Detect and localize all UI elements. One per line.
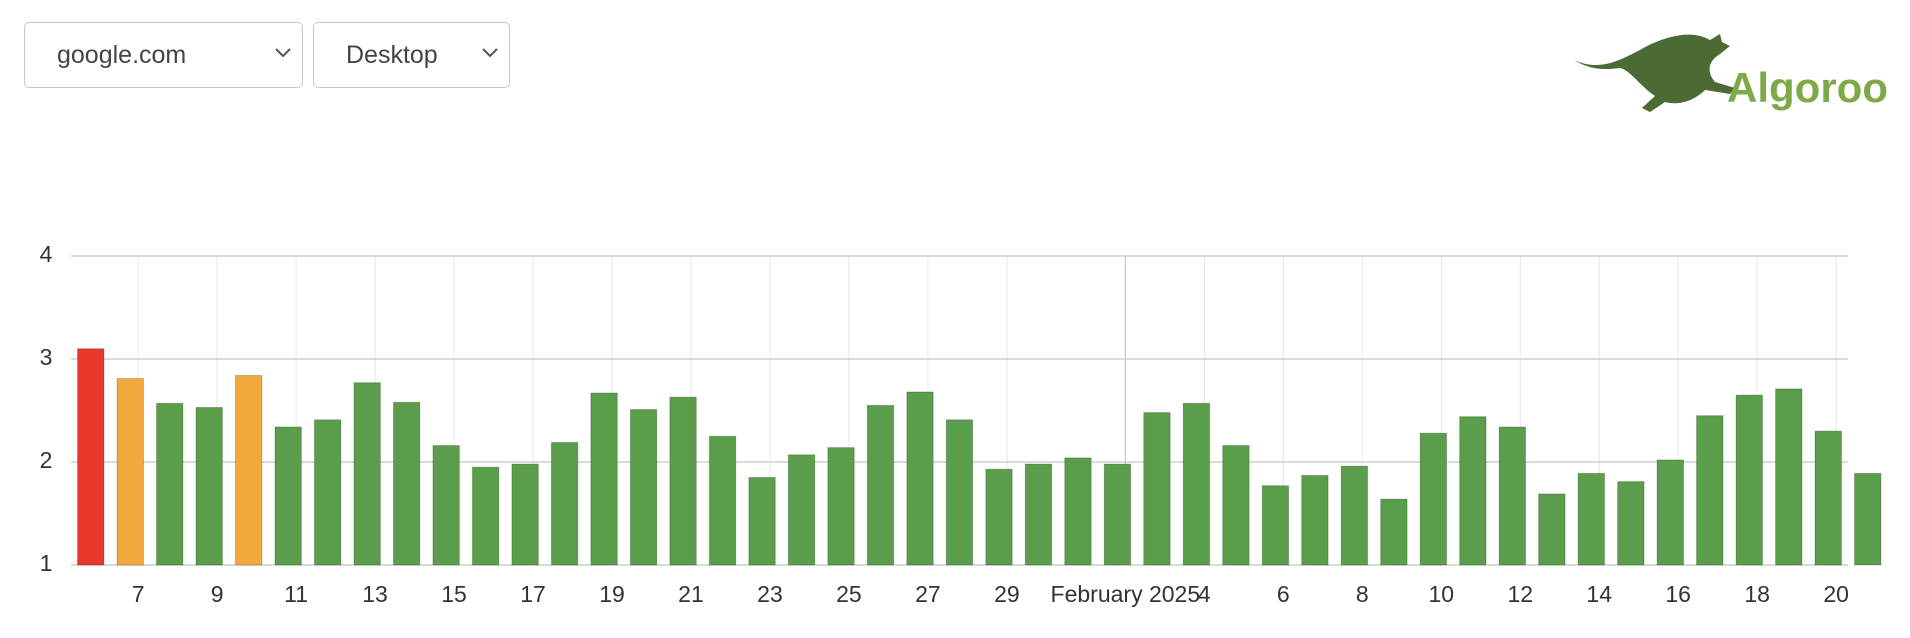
bar	[353, 382, 381, 566]
bar	[708, 435, 737, 566]
site-label: google.com	[57, 41, 187, 69]
y-tick-label: 3	[40, 344, 53, 370]
bar	[1064, 457, 1092, 566]
bar	[985, 468, 1013, 566]
x-tick-label: 17	[520, 581, 546, 607]
x-tick-label: 27	[915, 581, 941, 607]
bar	[1656, 459, 1685, 566]
bar	[1301, 474, 1329, 566]
x-tick-label: 29	[994, 581, 1020, 607]
y-tick-label: 2	[40, 447, 53, 473]
bar	[77, 348, 105, 566]
bar	[313, 419, 342, 566]
bar	[866, 404, 895, 566]
bar	[1538, 493, 1566, 566]
x-tick-label: 9	[211, 581, 224, 607]
bar	[1617, 481, 1645, 566]
logo[interactable]: Algoroo	[1570, 20, 1895, 130]
bar	[234, 374, 263, 566]
bar	[1498, 426, 1527, 566]
x-tick-label: 10	[1428, 581, 1454, 607]
bar	[906, 391, 934, 566]
bar	[827, 447, 855, 566]
bar	[1735, 394, 1764, 566]
bar	[1775, 388, 1803, 566]
x-tick-label: 20	[1823, 581, 1849, 607]
bar	[1103, 463, 1132, 566]
x-tick-label: 23	[757, 581, 783, 607]
bar	[471, 466, 500, 566]
bar	[1814, 430, 1842, 566]
bar	[748, 476, 776, 566]
bar	[195, 406, 223, 566]
bar	[1419, 432, 1448, 566]
x-tick-label: February 2025	[1051, 581, 1201, 607]
x-tick-label: 4	[1198, 581, 1211, 607]
site-select[interactable]: google.com	[24, 22, 303, 88]
bar	[1459, 416, 1487, 566]
bar	[1380, 498, 1408, 566]
bar	[629, 408, 658, 566]
x-tick-label: 11	[284, 581, 308, 607]
bar	[1340, 465, 1369, 566]
bar	[590, 392, 618, 566]
bar	[274, 426, 302, 566]
bar	[155, 402, 184, 566]
y-tick-label: 4	[40, 241, 53, 267]
x-tick-label: 18	[1744, 581, 1770, 607]
x-tick-label: 21	[678, 581, 704, 607]
x-tick-label: 19	[599, 581, 625, 607]
bar	[392, 401, 421, 566]
bar	[787, 454, 816, 566]
x-tick-label: 25	[836, 581, 862, 607]
y-tick-label: 1	[40, 550, 53, 576]
bar	[116, 378, 144, 566]
bar	[1854, 472, 1882, 566]
device-select[interactable]: Desktop	[313, 22, 510, 88]
x-tick-label: 13	[362, 581, 388, 607]
x-tick-label: 6	[1277, 581, 1290, 607]
chevron	[482, 48, 498, 58]
bar	[550, 441, 579, 566]
bar	[1222, 445, 1250, 566]
bar	[511, 463, 539, 566]
chevron	[275, 48, 291, 58]
bar	[432, 445, 460, 566]
x-tick-label: 7	[132, 581, 145, 607]
bar	[1182, 402, 1211, 566]
bar	[1261, 485, 1290, 566]
kangaroo	[1574, 34, 1735, 112]
x-tick-label: 15	[441, 581, 467, 607]
bar	[669, 396, 697, 566]
x-tick-label: 14	[1586, 581, 1612, 607]
bar	[1143, 412, 1171, 566]
bar	[1024, 463, 1053, 566]
bar	[1696, 415, 1724, 566]
x-tick-label: 16	[1665, 581, 1691, 607]
bar	[1577, 472, 1606, 566]
x-tick-label: 12	[1507, 581, 1533, 607]
logo-text: Algoroo	[1727, 64, 1888, 111]
device-label: Desktop	[346, 41, 438, 69]
x-tick-label: 8	[1356, 581, 1369, 607]
bar	[945, 419, 974, 566]
